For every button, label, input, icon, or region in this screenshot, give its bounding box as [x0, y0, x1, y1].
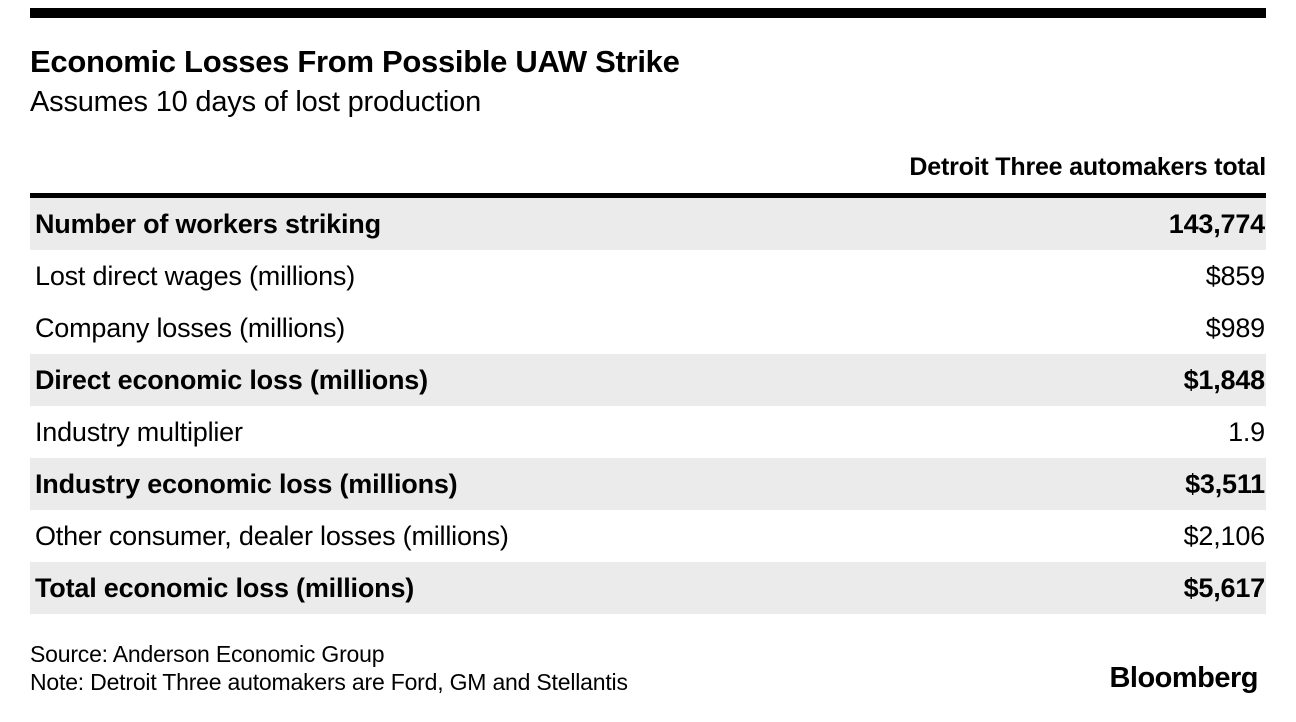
- bloomberg-logo: Bloomberg: [1109, 662, 1258, 694]
- row-value: $5,617: [1183, 572, 1266, 603]
- table-row: Industry multiplier 1.9: [30, 406, 1266, 458]
- row-label: Industry multiplier: [35, 416, 243, 447]
- column-header: Detroit Three automakers total: [909, 153, 1266, 181]
- row-value: 143,774: [1168, 208, 1265, 239]
- footer: Source: Anderson Economic Group Note: De…: [30, 640, 1266, 696]
- row-value: 1.9: [1228, 416, 1265, 447]
- note-line: Note: Detroit Three automakers are Ford,…: [30, 669, 628, 695]
- footnotes: Source: Anderson Economic Group Note: De…: [30, 640, 628, 696]
- table-row: Lost direct wages (millions) $859: [30, 250, 1266, 302]
- row-label: Industry economic loss (millions): [35, 468, 458, 499]
- row-label: Total economic loss (millions): [35, 572, 415, 603]
- row-value: $3,511: [1185, 468, 1265, 499]
- page-title: Economic Losses From Possible UAW Strike: [30, 44, 680, 79]
- table-row: Company losses (millions) $989: [30, 302, 1266, 354]
- row-value: $989: [1205, 312, 1265, 343]
- data-table: Number of workers striking 143,774 Lost …: [30, 198, 1266, 614]
- row-value: $1,848: [1183, 364, 1266, 395]
- row-value: $2,106: [1183, 520, 1266, 551]
- row-label: Direct economic loss (millions): [35, 364, 428, 395]
- table-row: Industry economic loss (millions) $3,511: [30, 458, 1266, 510]
- table-row: Direct economic loss (millions) $1,848: [30, 354, 1266, 406]
- table-row: Total economic loss (millions) $5,617: [30, 562, 1266, 614]
- row-label: Lost direct wages (millions): [35, 260, 356, 291]
- source-line: Source: Anderson Economic Group: [30, 641, 385, 667]
- row-label: Other consumer, dealer losses (millions): [35, 520, 509, 551]
- top-rule: [30, 8, 1266, 18]
- table-row: Other consumer, dealer losses (millions)…: [30, 510, 1266, 562]
- table-row: Number of workers striking 143,774: [30, 198, 1266, 250]
- row-value: $859: [1205, 260, 1265, 291]
- page-subtitle: Assumes 10 days of lost production: [30, 86, 481, 118]
- table-top-rule: [30, 193, 1266, 198]
- row-label: Number of workers striking: [35, 208, 381, 239]
- row-label: Company losses (millions): [35, 312, 346, 343]
